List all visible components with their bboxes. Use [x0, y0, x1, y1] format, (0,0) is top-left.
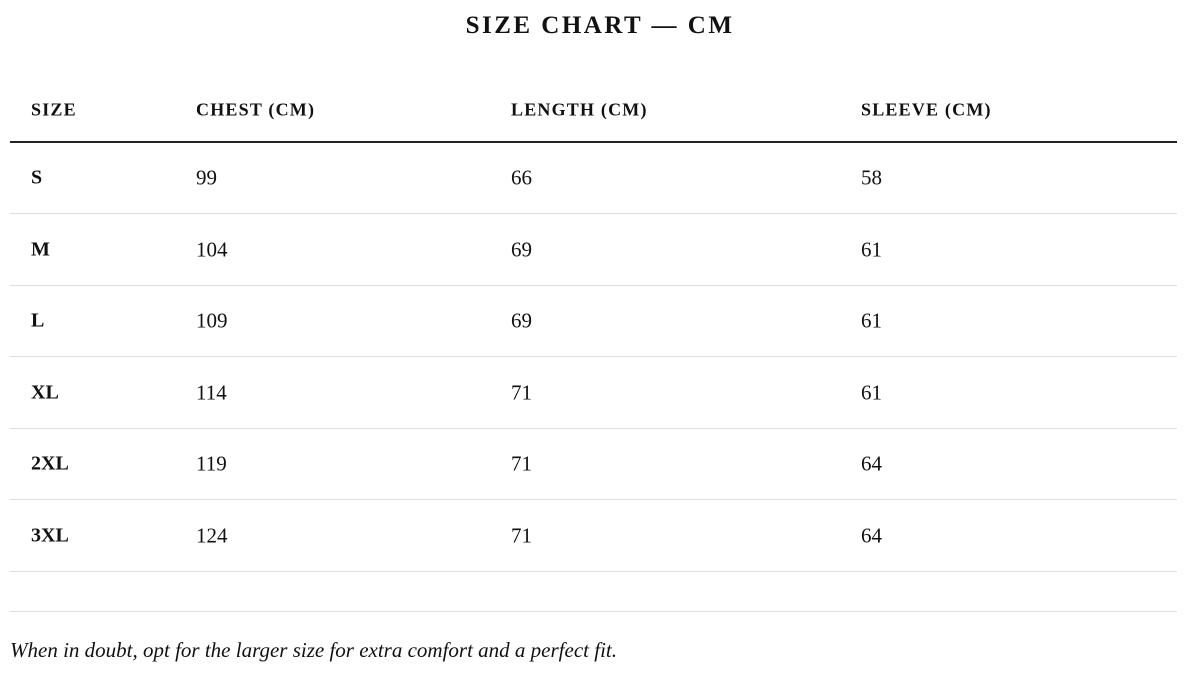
measurement: 114 [196, 380, 227, 404]
measurement: 119 [196, 451, 227, 476]
row-rule [10, 428, 1177, 429]
footer-rule [10, 611, 1177, 612]
size-label: L [31, 309, 45, 332]
measurement: 69 [511, 308, 532, 333]
size-label: XL [31, 381, 59, 403]
title: SIZE CHART — CM [465, 12, 735, 39]
row-rule [10, 356, 1177, 357]
column-header: CHEST (CM) [196, 99, 316, 120]
measurement: 58 [861, 165, 882, 190]
size-label: M [31, 238, 50, 260]
row-rule [10, 571, 1177, 572]
column-header: LENGTH (CM) [511, 99, 648, 120]
measurement: 71 [511, 523, 532, 547]
measurement: 109 [196, 308, 228, 333]
measurement: 61 [861, 237, 882, 261]
measurement: 99 [196, 165, 217, 190]
size-label: 2XL [31, 452, 69, 475]
column-header: SLEEVE (CM) [861, 99, 992, 120]
measurement: 66 [511, 165, 532, 190]
measurement: 64 [861, 451, 882, 476]
note: When in doubt, opt for the larger size f… [10, 638, 617, 662]
measurement: 71 [511, 451, 532, 476]
measurement: 71 [511, 380, 532, 404]
row-rule [10, 499, 1177, 500]
size-label: 3XL [31, 524, 69, 546]
measurement: 64 [861, 523, 882, 547]
row-rule [10, 285, 1177, 286]
column-header: SIZE [31, 99, 77, 120]
size-label: S [31, 166, 43, 189]
measurement: 61 [861, 308, 882, 333]
measurement: 69 [511, 237, 532, 261]
header-rule [10, 141, 1177, 143]
measurement: 61 [861, 380, 882, 404]
row-rule [10, 213, 1177, 214]
measurement: 104 [196, 237, 228, 261]
measurement: 124 [196, 523, 228, 547]
